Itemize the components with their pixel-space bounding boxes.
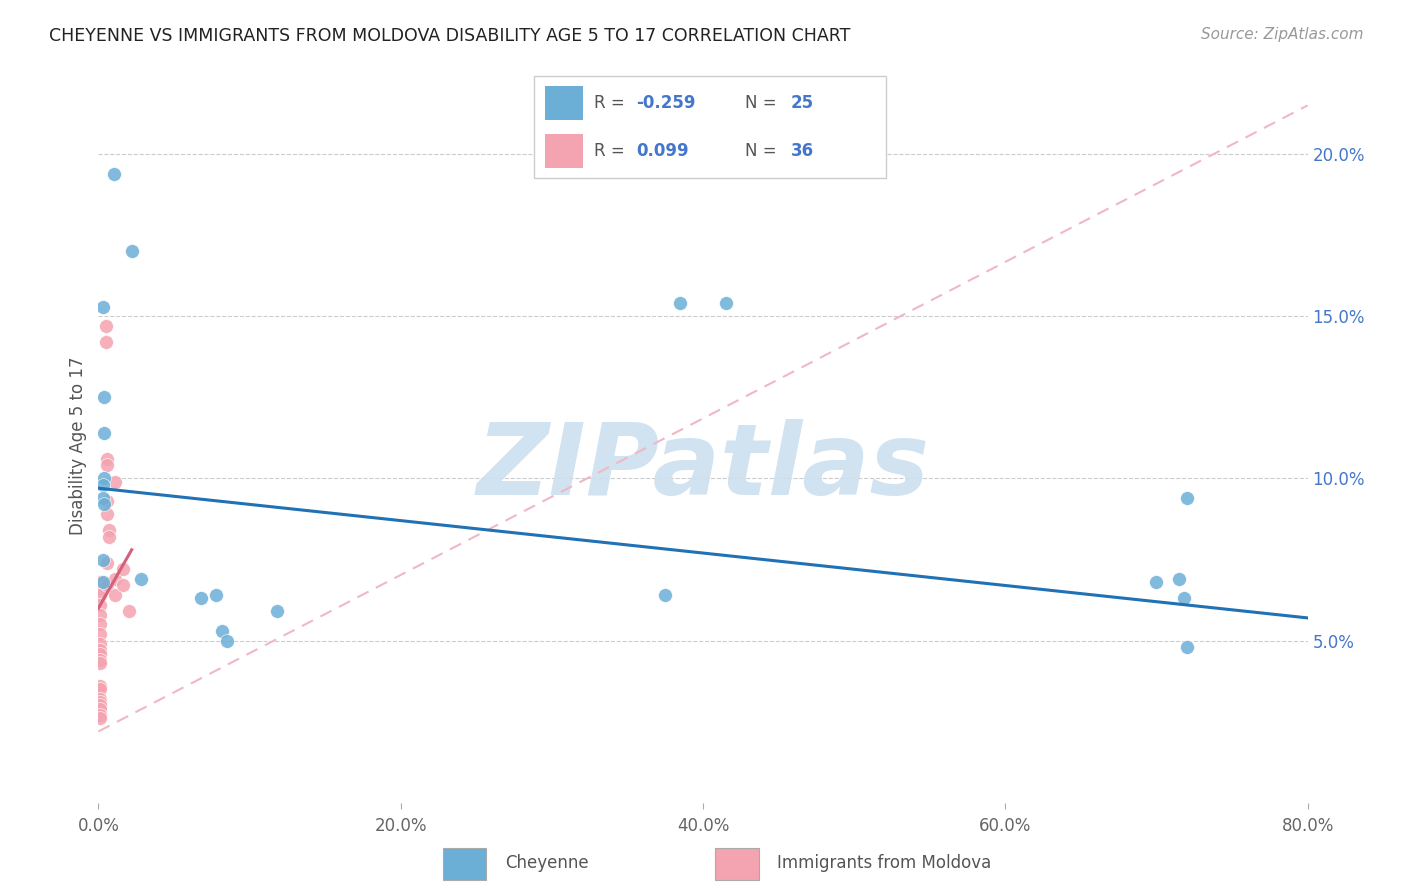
Point [89,647,111,661]
Point [96,458,118,473]
Point [89,657,111,671]
Point [104,475,127,489]
Point [121,244,143,259]
Point [89,617,111,632]
Point [266,604,288,618]
Point [89,653,111,667]
Point [1168,572,1191,586]
Point [89,711,111,725]
Point [96,507,118,521]
Point [205,588,228,602]
Point [89,598,111,612]
Point [93,390,115,404]
Text: ZIPatlas: ZIPatlas [477,419,929,516]
Point [89,682,111,697]
Point [118,604,141,618]
Point [89,575,111,590]
Text: Source: ZipAtlas.com: Source: ZipAtlas.com [1201,27,1364,42]
Point [89,607,111,622]
Point [89,679,111,693]
Point [89,702,111,716]
Point [98,530,121,544]
FancyBboxPatch shape [534,76,886,178]
Point [89,588,111,602]
Point [215,633,238,648]
Point [111,578,134,592]
Point [89,708,111,723]
FancyBboxPatch shape [544,135,583,168]
Point [93,425,115,440]
Point [96,578,118,592]
FancyBboxPatch shape [443,848,486,880]
Point [96,452,118,467]
Point [89,643,111,657]
Point [669,296,692,310]
Point [89,627,111,641]
Text: N =: N = [745,142,782,161]
Point [89,637,111,651]
Point [91,300,114,314]
Point [91,575,114,590]
Point [1144,575,1167,590]
Text: Immigrants from Moldova: Immigrants from Moldova [778,854,991,872]
Point [1173,591,1195,606]
Point [1175,640,1198,654]
Point [89,695,111,709]
Point [104,588,127,602]
Text: R =: R = [593,94,630,112]
Text: Cheyenne: Cheyenne [505,854,589,872]
Point [104,572,127,586]
Point [94,335,117,350]
Point [98,524,121,538]
Text: N =: N = [745,94,782,112]
Text: 25: 25 [790,94,814,112]
Point [1175,491,1198,505]
FancyBboxPatch shape [716,848,759,880]
Point [103,167,125,181]
Point [94,318,117,333]
Point [96,556,118,570]
Point [111,562,134,576]
Point [714,296,737,310]
Text: CHEYENNE VS IMMIGRANTS FROM MOLDOVA DISABILITY AGE 5 TO 17 CORRELATION CHART: CHEYENNE VS IMMIGRANTS FROM MOLDOVA DISA… [49,27,851,45]
Point [93,471,115,485]
Point [91,491,114,505]
Point [96,494,118,508]
Point [89,582,111,596]
Y-axis label: Disability Age 5 to 17: Disability Age 5 to 17 [69,357,87,535]
FancyBboxPatch shape [544,87,583,120]
Point [91,478,114,492]
Point [654,588,676,602]
Text: R =: R = [593,142,636,161]
Text: -0.259: -0.259 [636,94,696,112]
Point [211,624,233,638]
Text: 36: 36 [790,142,814,161]
Point [89,698,111,713]
Point [93,497,115,511]
Point [129,572,152,586]
Point [190,591,212,606]
Text: 0.099: 0.099 [636,142,689,161]
Point [89,692,111,706]
Point [91,552,114,566]
